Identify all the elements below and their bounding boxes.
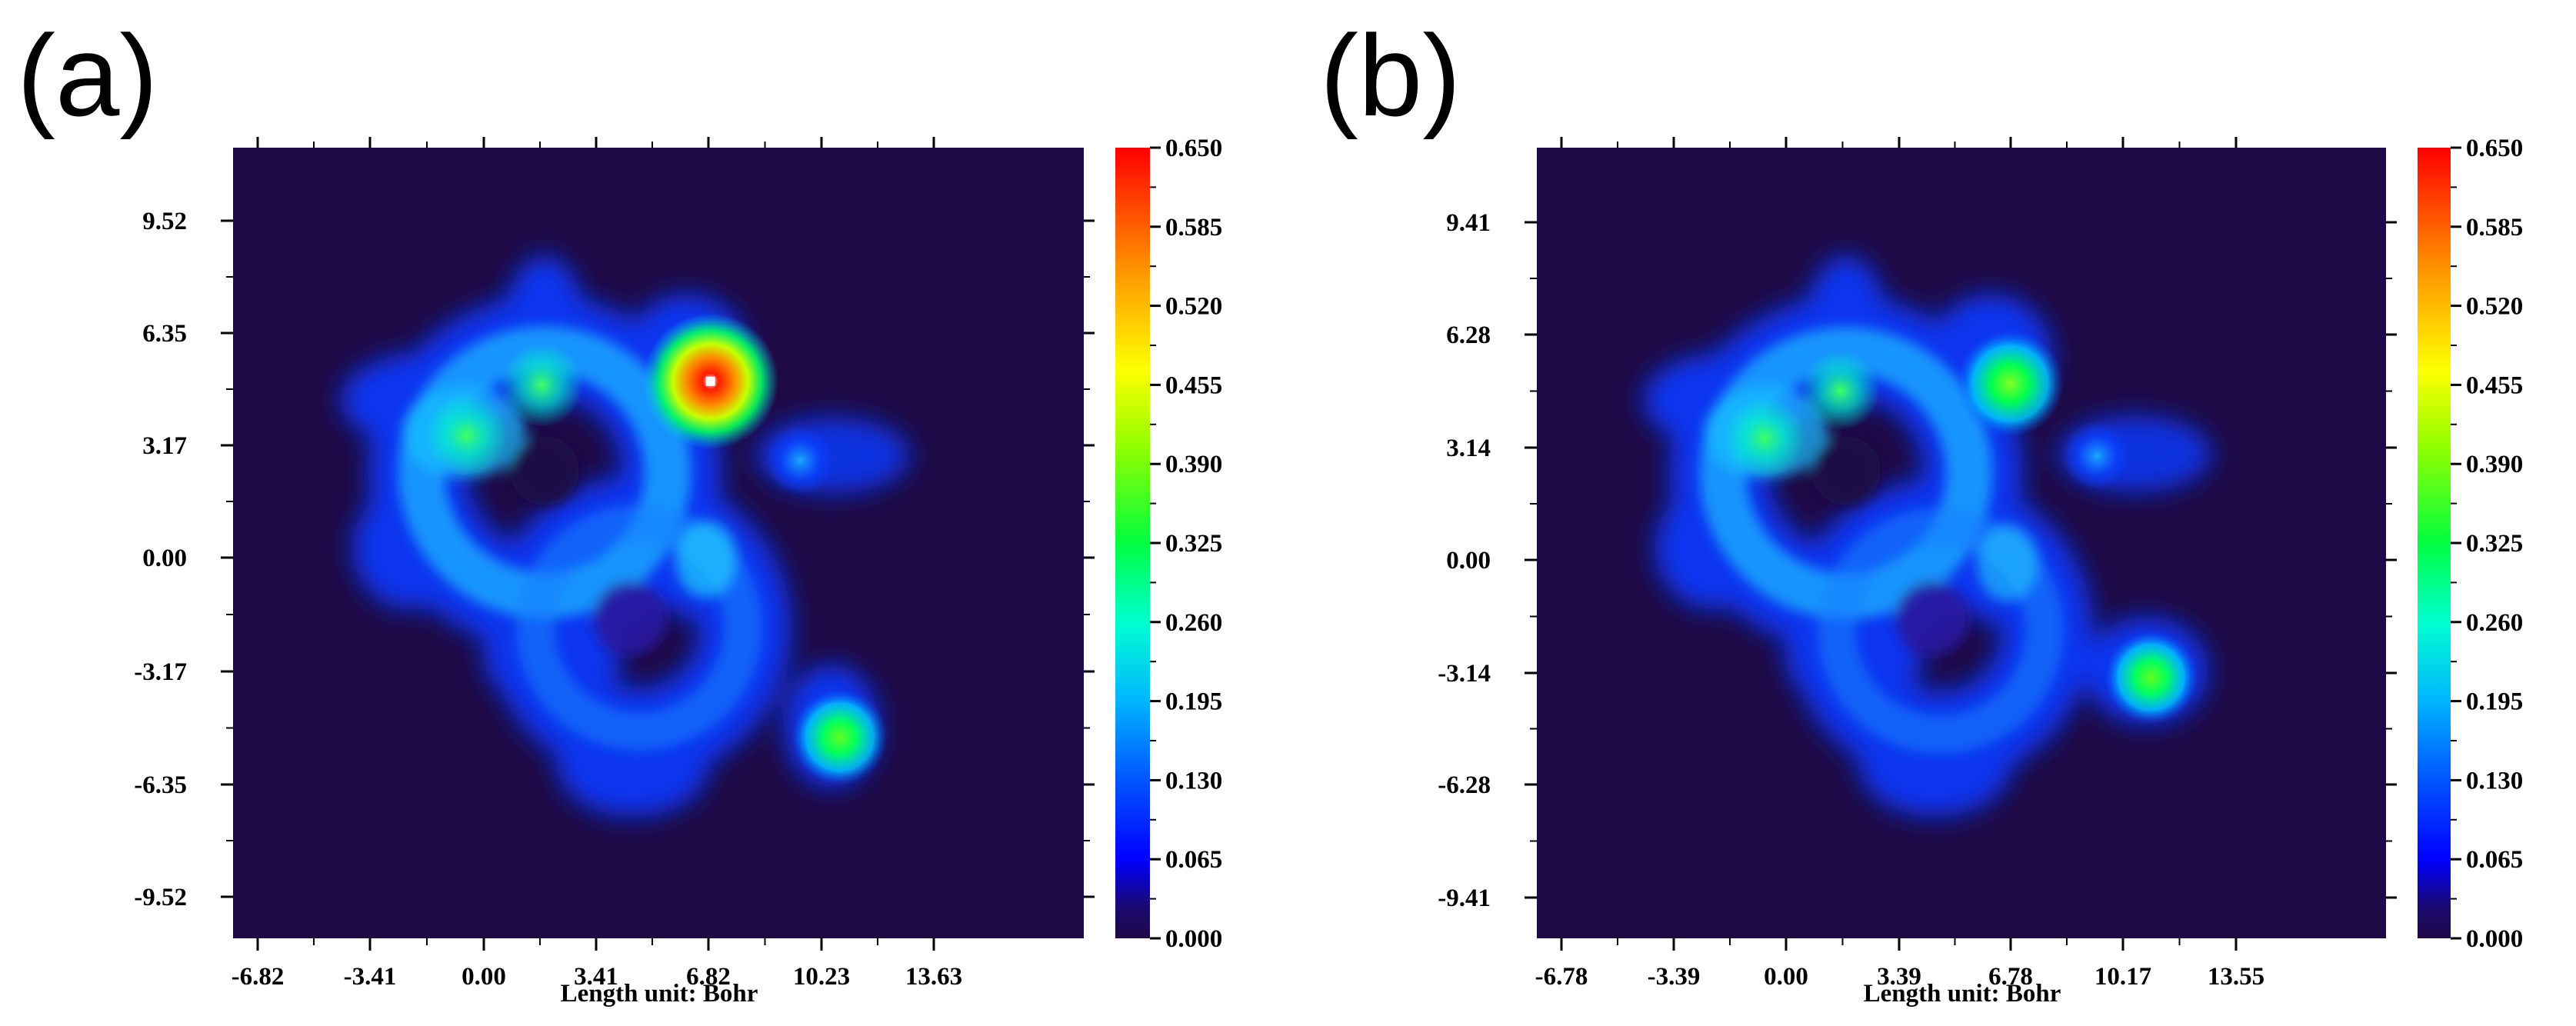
x-axis-title: Length unit: Bohr bbox=[561, 980, 758, 1008]
y-tick-label: 9.52 bbox=[142, 208, 187, 235]
colorbar-label: 0.195 bbox=[1165, 688, 1222, 716]
density-peak bbox=[765, 425, 835, 495]
colorbar-label: 0.390 bbox=[2466, 451, 2523, 478]
x-tick-label: 3.41 bbox=[574, 963, 618, 991]
y-tick-label: 3.14 bbox=[1446, 435, 1491, 462]
y-tick-label: -9.52 bbox=[134, 884, 187, 911]
x-tick-label: -3.39 bbox=[1648, 963, 1701, 991]
colorbar-label: 0.585 bbox=[2466, 214, 2523, 242]
density-peak bbox=[791, 688, 888, 785]
panel-label-a: (a) bbox=[17, 11, 158, 140]
x-tick-label: 0.00 bbox=[462, 963, 506, 991]
panel-a: (a) bbox=[17, 11, 1222, 1008]
x-tick-label: 13.55 bbox=[2208, 963, 2264, 991]
density-peak bbox=[1723, 396, 1806, 479]
colorbar-label: 0.000 bbox=[2466, 925, 2523, 953]
colorbar-label: 0.585 bbox=[1165, 214, 1222, 242]
x-tick-label: 6.78 bbox=[1988, 963, 2033, 991]
y-tick-label: -3.17 bbox=[134, 658, 187, 686]
colorbar-label: 0.130 bbox=[1165, 767, 1222, 794]
colorbar-label: 0.650 bbox=[1165, 135, 1222, 162]
colorbar-label: 0.260 bbox=[1165, 609, 1222, 637]
colorbar-label: 0.455 bbox=[1165, 371, 1222, 399]
peak-max-marker bbox=[705, 376, 715, 386]
y-tick-label: 6.35 bbox=[142, 320, 187, 348]
density-peak bbox=[425, 393, 508, 478]
colorbar-label: 0.325 bbox=[2466, 530, 2523, 558]
colorbar bbox=[1115, 148, 1150, 938]
y-tick-label: -9.41 bbox=[1438, 884, 1491, 912]
y-tick-label: 0.00 bbox=[1446, 547, 1491, 575]
y-tick-label: 3.17 bbox=[142, 432, 187, 460]
colorbar-label: 0.325 bbox=[1165, 530, 1222, 558]
density-peak bbox=[2062, 421, 2131, 491]
colorbar-label: 0.650 bbox=[2466, 135, 2523, 162]
y-tick-label: 0.00 bbox=[142, 545, 187, 572]
y-tick-label: -6.35 bbox=[134, 771, 187, 799]
colorbar-label: 0.390 bbox=[1165, 451, 1222, 478]
density-map bbox=[341, 255, 910, 817]
colorbar-label: 0.000 bbox=[1165, 925, 1222, 953]
y-tick-label: -6.28 bbox=[1438, 771, 1491, 799]
y-tick-label: 6.28 bbox=[1446, 321, 1491, 349]
density-peak bbox=[2104, 630, 2198, 725]
colorbar-label: 0.065 bbox=[1165, 846, 1222, 874]
colorbar-label: 0.130 bbox=[2466, 767, 2523, 794]
density-peak bbox=[1956, 329, 2064, 438]
y-tick-label: -3.14 bbox=[1438, 660, 1491, 688]
x-tick-label: -6.78 bbox=[1535, 963, 1588, 991]
y-tick-label: 9.41 bbox=[1446, 209, 1491, 237]
density-peak bbox=[1801, 351, 1881, 431]
colorbar-label: 0.520 bbox=[1165, 293, 1222, 321]
panel-label-b: (b) bbox=[1320, 11, 1461, 140]
colorbar-label: 0.520 bbox=[2466, 293, 2523, 321]
x-tick-label: -3.41 bbox=[344, 963, 397, 991]
x-tick-label: 10.17 bbox=[2094, 963, 2151, 991]
density-peak bbox=[500, 343, 584, 427]
colorbar bbox=[2418, 148, 2451, 938]
colorbar-label: 0.065 bbox=[2466, 846, 2523, 874]
x-tick-label: 13.63 bbox=[905, 963, 962, 991]
x-tick-label: 3.39 bbox=[1877, 963, 1921, 991]
x-tick-label: 0.00 bbox=[1764, 963, 1808, 991]
colorbar-label: 0.260 bbox=[2466, 609, 2523, 637]
axes-b: -6.78 -3.39 0.00 3.39 6.78 10.17 13.55 9.41 6.28… bbox=[1438, 135, 2523, 1008]
x-tick-label: 10.23 bbox=[793, 963, 850, 991]
panel-b: (b) bbox=[1320, 11, 2523, 1008]
x-tick-label: -6.82 bbox=[232, 963, 285, 991]
x-axis-title: Length unit: Bohr bbox=[1864, 980, 2061, 1008]
colorbar-label: 0.455 bbox=[2466, 371, 2523, 399]
colorbar-label: 0.195 bbox=[2466, 688, 2523, 716]
axes-a: -6.82 -3.41 0.00 3.41 6.82 10.23 13.63 9.52 6.35… bbox=[134, 135, 1222, 1008]
x-tick-label: 6.82 bbox=[686, 963, 731, 991]
